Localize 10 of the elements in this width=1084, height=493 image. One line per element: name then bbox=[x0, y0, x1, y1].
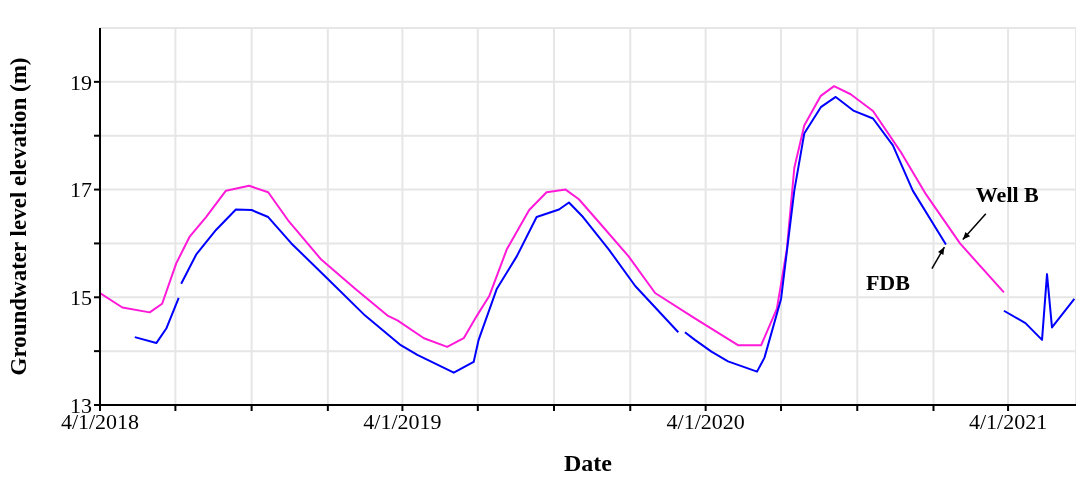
y-tick-label: 19 bbox=[70, 69, 92, 95]
y-tick-label: 17 bbox=[70, 177, 92, 203]
y-axis-title: Groundwater level elevation (m) bbox=[6, 57, 32, 376]
y-tick-label: 15 bbox=[70, 285, 92, 311]
annotation: Well B bbox=[975, 181, 1040, 207]
annotation: FDB bbox=[865, 269, 911, 295]
x-tick-label: 4/1/2019 bbox=[363, 408, 442, 434]
x-tick-label: 4/1/2020 bbox=[666, 408, 745, 434]
x-axis-title: Date bbox=[564, 450, 613, 476]
x-tick-label: 4/1/2021 bbox=[968, 408, 1048, 434]
